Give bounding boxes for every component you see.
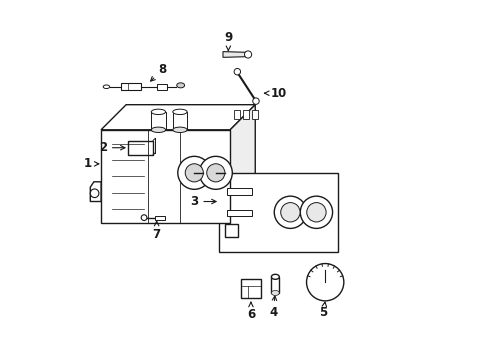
Bar [271, 277, 279, 293]
Bar [128, 140, 153, 155]
Circle shape [178, 156, 210, 189]
Bar [121, 83, 140, 90]
Text: 9: 9 [224, 31, 232, 50]
Bar [226, 189, 251, 195]
Text: 8: 8 [150, 63, 166, 81]
Text: 3: 3 [190, 195, 216, 208]
Polygon shape [230, 105, 255, 223]
Bar [172, 112, 187, 130]
Circle shape [306, 203, 325, 222]
Bar [224, 224, 238, 237]
Ellipse shape [103, 85, 109, 89]
Circle shape [300, 196, 332, 228]
Text: 2: 2 [99, 141, 125, 154]
Circle shape [252, 98, 259, 104]
Circle shape [90, 189, 99, 198]
Ellipse shape [172, 127, 187, 132]
Text: 10: 10 [264, 87, 286, 100]
Bar [156, 84, 167, 90]
Bar [233, 110, 240, 119]
Text: 1: 1 [83, 157, 99, 170]
Polygon shape [223, 51, 247, 57]
Circle shape [199, 156, 232, 189]
Ellipse shape [271, 291, 279, 296]
Bar [101, 130, 230, 223]
Polygon shape [90, 182, 101, 202]
Ellipse shape [172, 109, 187, 114]
Circle shape [234, 68, 240, 75]
Bar [155, 216, 164, 220]
Bar [151, 112, 165, 130]
Bar [242, 110, 249, 119]
Bar [219, 173, 337, 252]
Bar [251, 110, 258, 119]
Circle shape [274, 196, 306, 228]
Bar [226, 210, 251, 216]
Circle shape [244, 51, 251, 58]
Ellipse shape [151, 109, 165, 114]
Ellipse shape [176, 83, 184, 88]
Circle shape [185, 164, 203, 182]
Text: 7: 7 [152, 221, 161, 241]
Text: 5: 5 [319, 302, 327, 319]
Circle shape [141, 215, 147, 221]
Text: 6: 6 [246, 302, 255, 321]
Polygon shape [101, 105, 255, 130]
Circle shape [206, 164, 224, 182]
Ellipse shape [151, 127, 165, 132]
Circle shape [306, 264, 343, 301]
Circle shape [280, 203, 300, 222]
Bar [241, 279, 260, 298]
Text: 4: 4 [268, 296, 277, 319]
Ellipse shape [271, 274, 279, 279]
